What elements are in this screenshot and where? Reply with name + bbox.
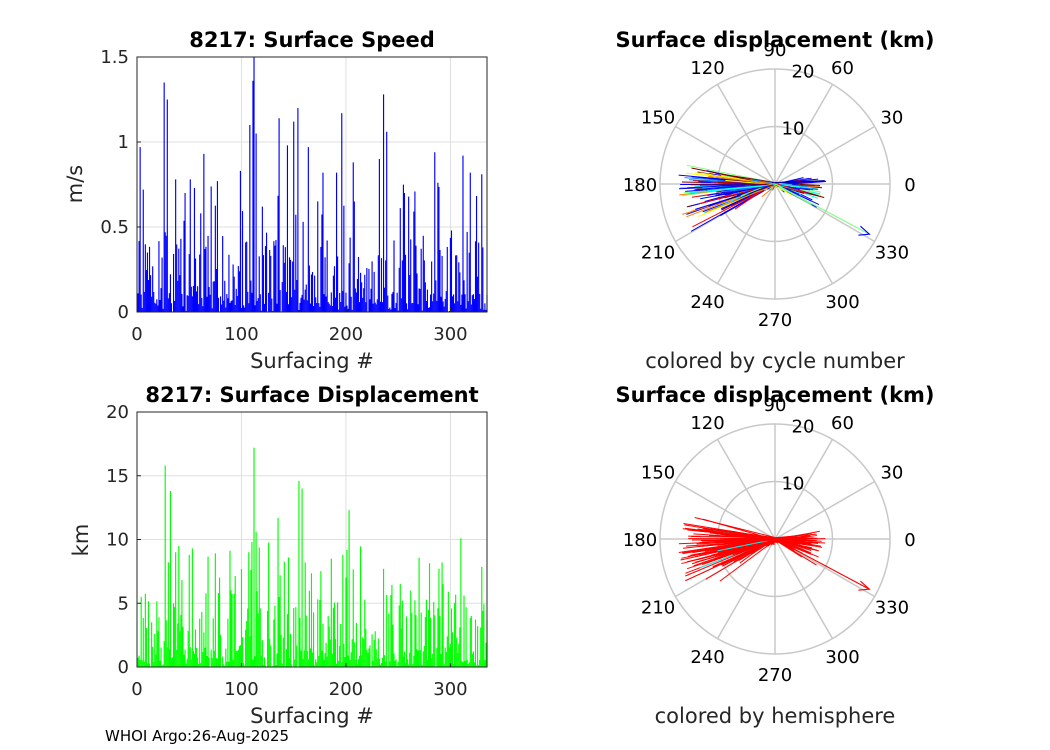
displacement-vector bbox=[700, 184, 774, 200]
displacement-vector bbox=[774, 185, 792, 196]
speed-ylabel: m/s bbox=[63, 165, 87, 203]
displacement-vector bbox=[704, 183, 778, 213]
y-tick-label: 0.5 bbox=[100, 217, 129, 238]
angle-tick-label: 90 bbox=[764, 40, 787, 61]
angle-tick-label: 300 bbox=[825, 292, 859, 313]
y-tick-label: 0 bbox=[118, 302, 129, 323]
displacement-vector bbox=[708, 175, 775, 185]
credit-text: WHOI Argo:26-Aug-2025 bbox=[105, 727, 289, 745]
angle-tick-label: 240 bbox=[690, 292, 724, 313]
speed-panel: 0 100 200 300 0 0.5 1 1.5 8217: Surface Speed S… bbox=[63, 28, 488, 373]
radius-tick-label: 20 bbox=[792, 62, 815, 83]
polar-ring bbox=[659, 423, 891, 655]
disp-title: 8217: Surface Displacement bbox=[145, 383, 478, 407]
polar-cycle-title: Surface displacement (km) bbox=[615, 28, 934, 52]
angle-tick-label: 330 bbox=[875, 598, 909, 619]
x-tick-label: 300 bbox=[433, 679, 467, 700]
displacement-vector bbox=[777, 538, 818, 551]
displacement-vector bbox=[689, 184, 777, 194]
angle-tick-label: 60 bbox=[831, 413, 854, 434]
y-tick-label: 1.5 bbox=[100, 47, 129, 68]
angle-tick-label: 120 bbox=[690, 58, 724, 79]
displacement-panel: 0 100 200 300 0 5 10 15 20 8217: Surface Displac… bbox=[69, 383, 488, 728]
angle-tick-label: 210 bbox=[641, 243, 675, 264]
y-tick-label: 0 bbox=[118, 657, 129, 678]
y-tick-label: 20 bbox=[106, 402, 129, 423]
displacement-vector bbox=[725, 534, 774, 541]
angle-tick-label: 150 bbox=[641, 463, 675, 484]
polar-cycle-panel: 0 30 60 90 120 150 180 210 240 270 300 330 10 20 Surf… bbox=[615, 28, 934, 373]
displacement-vector bbox=[776, 532, 812, 540]
polar-hemisphere-caption: colored by hemisphere bbox=[655, 704, 896, 728]
x-tick-label: 100 bbox=[224, 679, 258, 700]
y-tick-label: 10 bbox=[106, 530, 129, 551]
angle-tick-label: 210 bbox=[641, 598, 675, 619]
displacement-vector bbox=[715, 172, 776, 184]
x-tick-label: 100 bbox=[224, 324, 258, 345]
displacement-vector bbox=[761, 537, 773, 547]
y-tick-label: 1 bbox=[118, 132, 129, 153]
angle-tick-label: 240 bbox=[690, 647, 724, 668]
radius-tick-label: 10 bbox=[782, 473, 805, 494]
disp-ylabel: km bbox=[69, 524, 93, 557]
x-tick-label: 200 bbox=[329, 679, 363, 700]
polar-cycle-caption: colored by cycle number bbox=[645, 349, 905, 373]
angle-tick-label: 60 bbox=[831, 58, 854, 79]
polar-hemisphere-title: Surface displacement (km) bbox=[615, 383, 934, 407]
angle-tick-label: 120 bbox=[690, 413, 724, 434]
disp-xlabel: Surfacing # bbox=[250, 704, 374, 728]
angle-tick-label: 0 bbox=[904, 530, 915, 551]
speed-xlabel: Surfacing # bbox=[250, 349, 374, 373]
x-tick-label: 0 bbox=[131, 324, 142, 345]
angle-tick-label: 180 bbox=[623, 530, 657, 551]
displacement-vector bbox=[774, 183, 870, 235]
displacement-vector bbox=[718, 182, 774, 186]
displacement-vector bbox=[775, 538, 818, 542]
radius-tick-label: 20 bbox=[792, 417, 815, 438]
displacement-vector bbox=[764, 182, 775, 187]
displacement-vector bbox=[690, 184, 773, 186]
x-tick-label: 0 bbox=[131, 679, 142, 700]
polar-hemisphere-panel: 0 30 60 90 120 150 180 210 240 270 300 330 10 20 Surf… bbox=[615, 383, 934, 728]
displacement-vector bbox=[719, 537, 779, 582]
disp-ticks: 0 100 200 300 0 5 10 15 20 bbox=[106, 402, 468, 700]
speed-ticks: 0 100 200 300 0 0.5 1 1.5 bbox=[100, 47, 467, 345]
polar-hemisphere-tracks bbox=[678, 517, 871, 591]
x-tick-label: 200 bbox=[329, 324, 363, 345]
displacement-vector bbox=[694, 517, 776, 539]
displacement-vector bbox=[774, 538, 870, 590]
angle-tick-label: 150 bbox=[641, 108, 675, 129]
displacement-vector bbox=[684, 524, 775, 540]
speed-grid bbox=[137, 57, 487, 312]
y-tick-label: 15 bbox=[106, 466, 129, 487]
displacement-vector bbox=[750, 179, 777, 184]
y-tick-label: 5 bbox=[118, 593, 129, 614]
angle-tick-label: 30 bbox=[880, 108, 903, 129]
displacement-arrowhead bbox=[858, 225, 871, 236]
angle-tick-label: 180 bbox=[623, 175, 657, 196]
angle-tick-label: 330 bbox=[875, 243, 909, 264]
displacement-vector bbox=[774, 182, 809, 195]
angle-tick-label: 90 bbox=[764, 395, 787, 416]
angle-tick-label: 300 bbox=[825, 647, 859, 668]
polar-cycle-tracks bbox=[678, 164, 871, 236]
polar-ring bbox=[659, 68, 891, 300]
x-tick-label: 300 bbox=[433, 324, 467, 345]
angle-tick-label: 270 bbox=[758, 665, 792, 686]
speed-axes-box bbox=[136, 56, 488, 313]
angle-tick-label: 30 bbox=[880, 463, 903, 484]
displacement-vector bbox=[775, 539, 813, 544]
displacement-vector bbox=[776, 182, 799, 184]
angle-tick-label: 270 bbox=[758, 310, 792, 331]
displacement-vector bbox=[772, 180, 825, 184]
displacement-arrowhead bbox=[858, 580, 871, 591]
speed-title: 8217: Surface Speed bbox=[189, 28, 435, 52]
radius-tick-label: 10 bbox=[782, 118, 805, 139]
angle-tick-label: 0 bbox=[904, 175, 915, 196]
speed-bars bbox=[137, 57, 488, 312]
